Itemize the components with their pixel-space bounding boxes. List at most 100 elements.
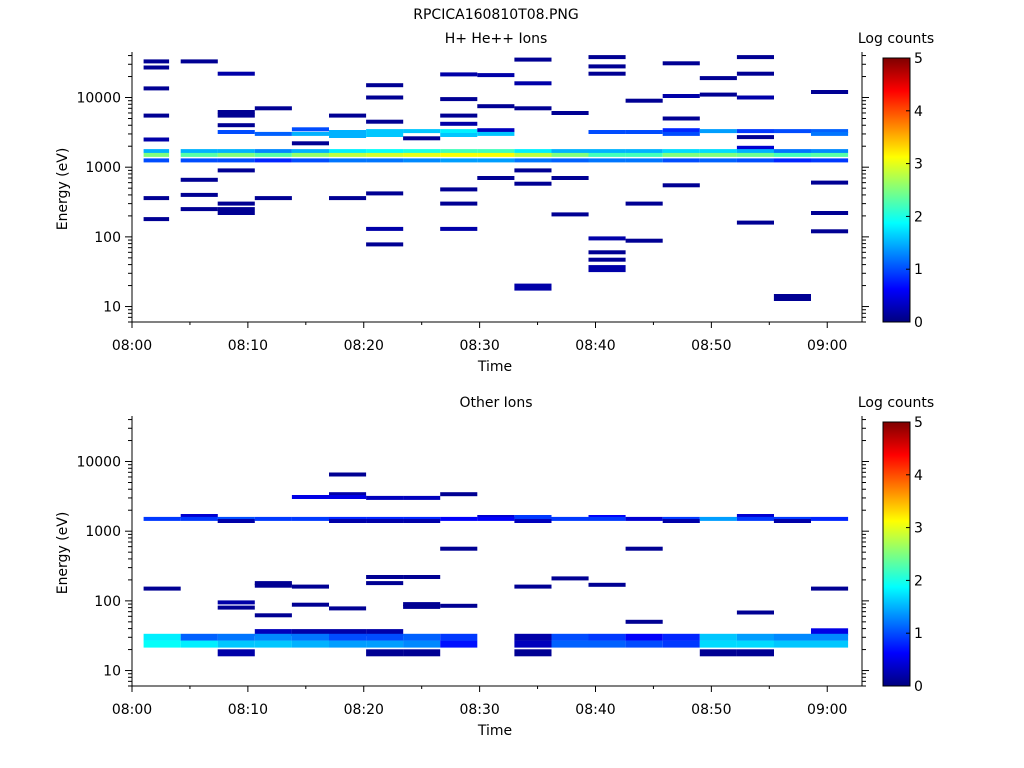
colorbar-tick-label: 2	[914, 209, 923, 225]
heatmap-cell	[811, 90, 849, 94]
axis-frame	[131, 416, 863, 687]
heatmap-cell	[736, 95, 774, 100]
heatmap-cell	[403, 158, 441, 163]
heatmap-cell	[143, 586, 181, 591]
y-tick-label: 10	[103, 300, 121, 316]
heatmap-cell	[625, 619, 663, 624]
heatmap-cell	[143, 86, 170, 91]
heatmap-cell	[477, 149, 515, 154]
heatmap-cell	[811, 129, 849, 134]
heatmap-cell	[625, 516, 663, 521]
heatmap-cell	[514, 152, 552, 157]
heatmap-cell	[254, 131, 292, 136]
heatmap-cell	[551, 212, 589, 217]
heatmap-cell	[366, 129, 404, 134]
heatmap-cell	[811, 628, 849, 636]
heatmap-cell	[254, 516, 292, 521]
heatmap-cell	[662, 94, 700, 98]
heatmap-cell	[403, 149, 441, 154]
heatmap-cell	[811, 586, 849, 591]
panel-bottom-title: Other Ions	[459, 395, 532, 411]
heatmap-cell	[180, 514, 218, 518]
heatmap-cell	[662, 633, 700, 641]
heatmap-cell	[662, 128, 700, 133]
heatmap-cell	[217, 201, 255, 206]
panel-bottom-cells	[143, 472, 849, 657]
heatmap-cell	[366, 575, 404, 579]
heatmap-cell	[625, 130, 663, 134]
heatmap-cell	[291, 158, 329, 163]
heatmap-cell	[403, 519, 441, 523]
heatmap-cell	[514, 57, 552, 62]
heatmap-cell	[736, 145, 774, 150]
y-tick-label: 100	[94, 230, 121, 246]
heatmap-cell	[477, 158, 515, 163]
y-tick-label: 1000	[85, 160, 121, 176]
heatmap-cell	[217, 149, 255, 154]
colorbar-tick-label: 3	[914, 521, 923, 537]
panel-top-xlabel: Time	[477, 359, 512, 375]
colorbar-tick-label: 1	[914, 626, 923, 642]
heatmap-cell	[440, 492, 478, 497]
heatmap-cell	[440, 121, 478, 126]
x-tick-label: 08:40	[575, 338, 615, 354]
heatmap-cell	[551, 516, 589, 521]
heatmap-cell	[551, 640, 589, 648]
colorbar-tick-label: 0	[914, 315, 923, 331]
heatmap-cell	[366, 495, 404, 500]
heatmap-cell	[625, 98, 663, 103]
x-tick-label: 08:10	[228, 338, 268, 354]
heatmap-cell	[773, 149, 811, 154]
figure-title: RPCICA160810T08.PNG	[413, 7, 578, 23]
colorbar-tick-label: 5	[914, 415, 923, 431]
heatmap-cell	[180, 192, 218, 197]
heatmap-cell	[180, 207, 218, 212]
panel-top-ylabel: Energy (eV)	[55, 148, 71, 231]
heatmap-cell	[736, 135, 774, 140]
heatmap-cell	[588, 633, 626, 641]
heatmap-cell	[217, 168, 255, 173]
x-tick-label: 09:00	[807, 338, 847, 354]
heatmap-cell	[217, 516, 255, 521]
heatmap-cell	[588, 250, 626, 255]
heatmap-cell	[588, 71, 626, 76]
heatmap-cell	[366, 640, 404, 648]
heatmap-cell	[403, 129, 441, 134]
heatmap-cell	[143, 158, 170, 163]
heatmap-cell	[143, 196, 170, 201]
heatmap-cell	[625, 158, 663, 163]
heatmap-cell	[811, 152, 849, 157]
heatmap-cell	[143, 633, 181, 641]
heatmap-cell	[291, 149, 329, 154]
heatmap-cell	[551, 176, 589, 180]
heatmap-cell	[514, 640, 552, 648]
heatmap-cell	[366, 649, 404, 657]
heatmap-cell	[699, 149, 737, 154]
heatmap-cell	[291, 584, 329, 589]
heatmap-cell	[736, 71, 774, 76]
heatmap-cell	[736, 514, 774, 518]
y-tick-label: 10000	[76, 455, 121, 471]
heatmap-cell	[440, 516, 478, 521]
heatmap-cell	[403, 516, 441, 521]
x-tick-label: 08:50	[691, 702, 731, 718]
heatmap-cell	[699, 158, 737, 163]
heatmap-cell	[440, 133, 478, 137]
heatmap-cell	[403, 604, 441, 609]
heatmap-cell	[440, 158, 478, 163]
heatmap-cell	[217, 207, 255, 212]
heatmap-cell	[291, 640, 329, 648]
heatmap-cell	[699, 649, 737, 657]
x-tick-label: 08:50	[691, 338, 731, 354]
heatmap-cell	[254, 106, 292, 111]
panel-bottom-axes: 08:00 08:10 08:20 08:30 08:40 08:50 09:00 10 100…	[76, 416, 869, 718]
heatmap-cell	[699, 640, 737, 648]
heatmap-cell	[811, 640, 849, 648]
colorbar-tick-label: 0	[914, 679, 923, 695]
heatmap-cell	[217, 123, 255, 128]
panel-top-title: H+ He++ Ions	[445, 31, 548, 47]
heatmap-cell	[366, 581, 404, 586]
heatmap-cell	[736, 149, 774, 154]
heatmap-cell	[773, 519, 811, 523]
heatmap-cell	[736, 516, 774, 521]
